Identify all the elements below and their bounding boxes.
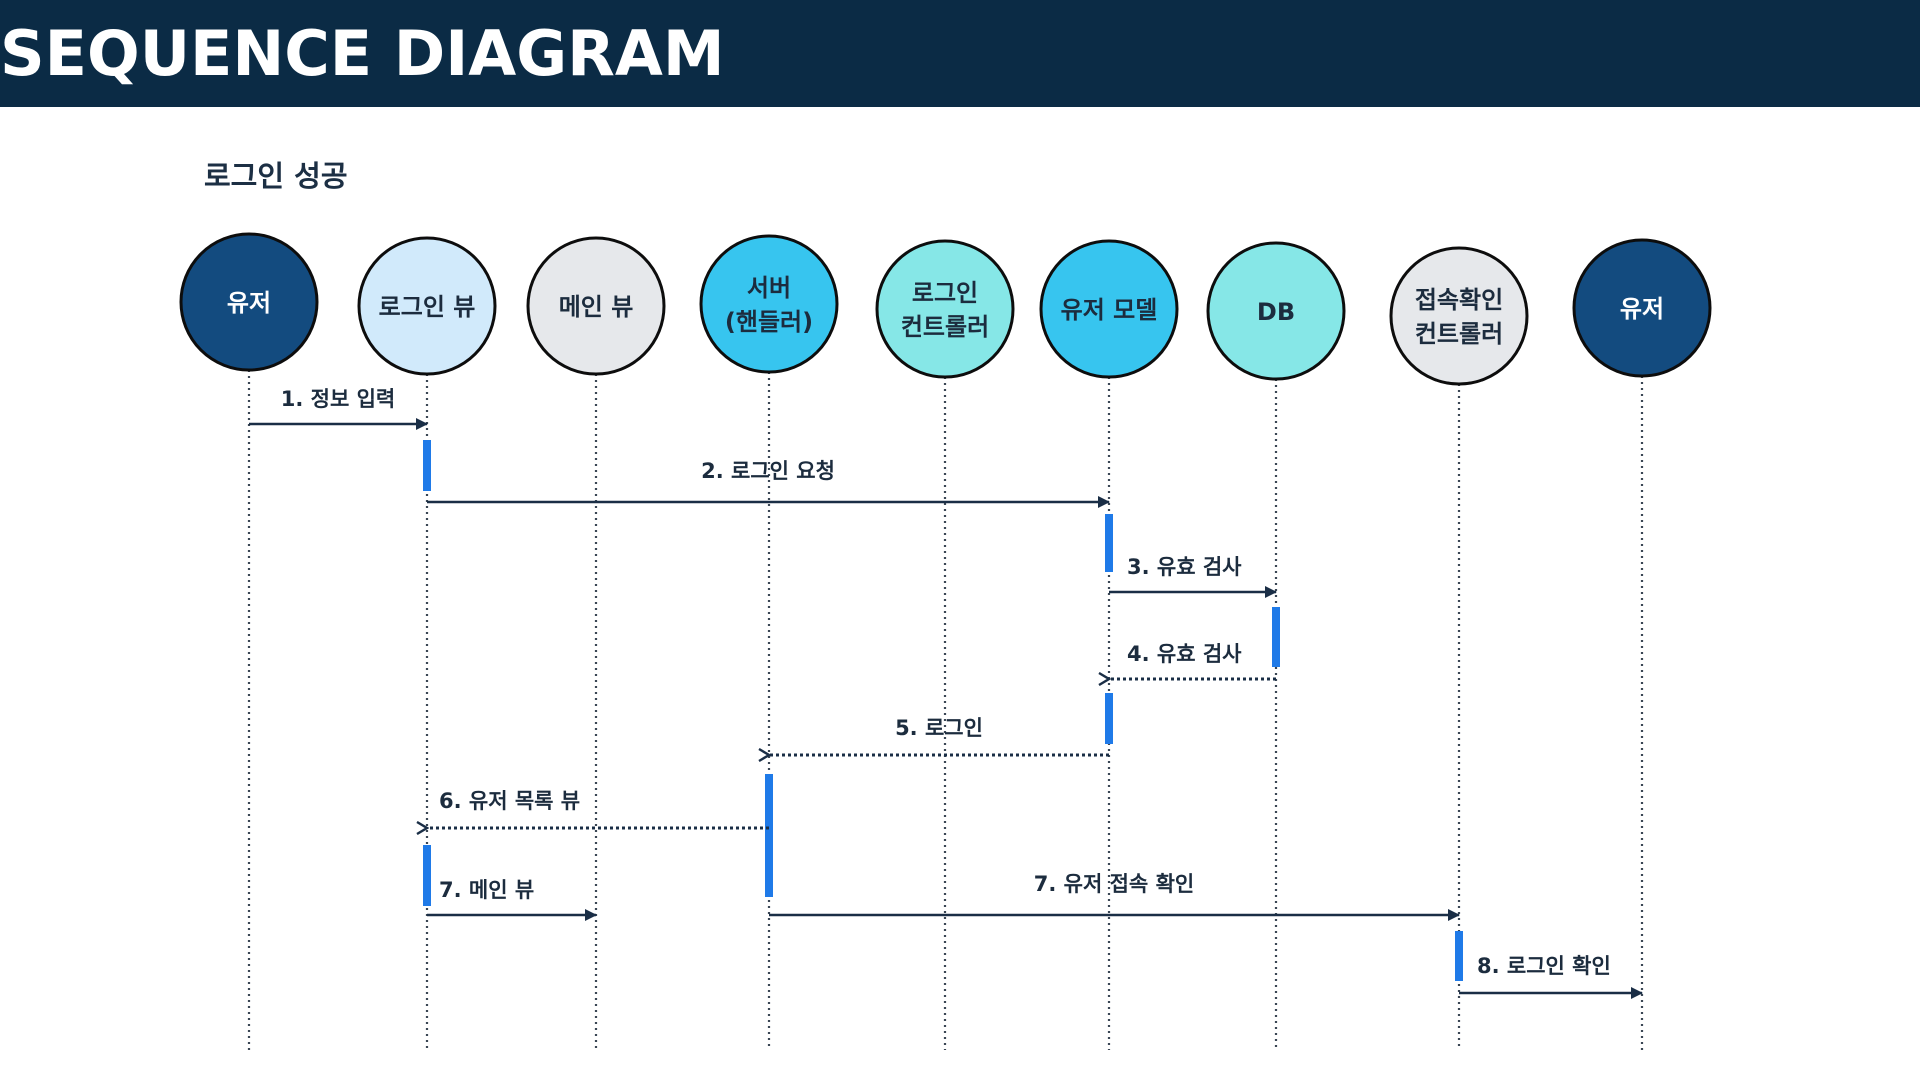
message-label-7: 7. 메인 뷰	[439, 878, 534, 902]
activation-bar-server-handler	[765, 774, 773, 897]
activation-bar-user-model	[1105, 693, 1113, 744]
participant-label: 로그인	[912, 279, 978, 307]
diagram-title: 로그인 성공	[204, 159, 348, 193]
participant-circle	[1572, 238, 1712, 378]
message-label-6: 6. 유저 목록 뷰	[439, 789, 580, 813]
activation-bar-login-view	[423, 440, 431, 491]
message-label-4: 4. 유효 검사	[1127, 642, 1242, 666]
message-label-3: 3. 유효 검사	[1127, 555, 1242, 579]
participant-label: 컨트롤러	[1415, 320, 1503, 348]
message-label-8: 7. 유저 접속 확인	[1034, 872, 1194, 896]
message-label-1: 1. 정보 입력	[281, 387, 396, 411]
participant-label: 메인 뷰	[559, 293, 634, 321]
participant-label: (핸들러)	[725, 308, 813, 336]
activation-bar-user-model	[1105, 514, 1113, 572]
participant-label: 유저 모델	[1061, 296, 1158, 324]
message-label-9: 8. 로그인 확인	[1477, 954, 1611, 978]
activation-bar-db	[1272, 607, 1280, 667]
participant-circle	[357, 236, 497, 376]
participant-label: 유저	[1620, 295, 1664, 323]
message-label-2: 2. 로그인 요청	[701, 459, 835, 483]
page-title: SEQUENCE DIAGRAM	[0, 17, 725, 90]
participant-label: 유저	[227, 289, 271, 317]
participant-user2: 유저	[1572, 238, 1712, 378]
message-label-5: 5. 로그인	[895, 716, 983, 740]
participant-label: 접속확인	[1415, 286, 1503, 314]
participant-server-handler: 서버 (핸들러)	[699, 234, 839, 374]
participant-circle	[875, 239, 1015, 379]
participant-login-view: 로그인 뷰	[357, 236, 497, 376]
participant-label: 컨트롤러	[901, 313, 989, 341]
participant-db: DB	[1206, 241, 1346, 381]
participant-circle	[526, 236, 666, 376]
participant-circle	[1039, 239, 1179, 379]
participant-circle	[1389, 246, 1529, 386]
participant-label: DB	[1257, 298, 1295, 326]
participant-circle	[699, 234, 839, 374]
participant-circle	[1206, 241, 1346, 381]
participant-circle	[179, 232, 319, 372]
participant-label: 서버	[747, 274, 791, 302]
participant-main-view: 메인 뷰	[526, 236, 666, 376]
activation-bar-access-controller	[1455, 931, 1463, 981]
activation-bar-login-view	[423, 845, 431, 906]
participant-user1: 유저	[179, 232, 319, 372]
participant-label: 로그인 뷰	[379, 293, 476, 321]
participant-user-model: 유저 모델	[1039, 239, 1179, 379]
header-bar: SEQUENCE DIAGRAM	[0, 0, 1920, 107]
